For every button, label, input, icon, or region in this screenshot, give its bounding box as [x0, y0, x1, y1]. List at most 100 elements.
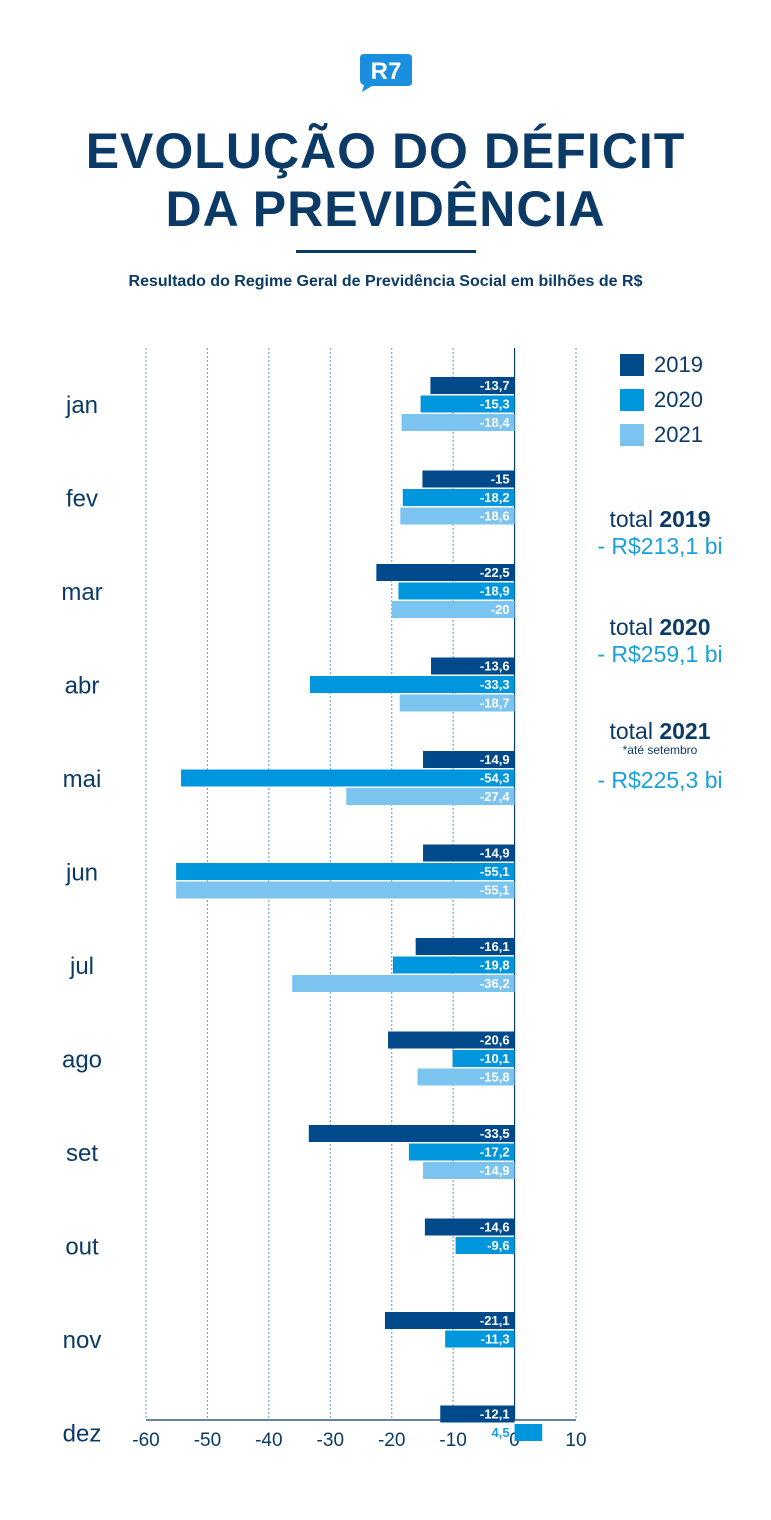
title-line-1: EVOLUÇÃO DO DÉFICIT — [85, 123, 686, 179]
total-2020: total 2020 - R$259,1 bi — [560, 614, 760, 668]
data-label: -18,6 — [480, 509, 510, 524]
bar-2020 — [392, 956, 515, 974]
bar-2019 — [423, 844, 515, 862]
bar-2020 — [402, 489, 515, 506]
data-label: -14,6 — [480, 1220, 510, 1235]
bar-2019 — [422, 470, 515, 488]
bar-2021 — [346, 788, 515, 805]
total-2021: total 2021 *até setembro - R$225,3 bi — [560, 718, 760, 794]
legend-item-2020: 2020 — [620, 387, 760, 413]
bar-2021 — [391, 601, 515, 618]
bar-2021 — [399, 694, 515, 712]
data-label: -55,1 — [480, 864, 510, 879]
r7-logo: R7 — [360, 54, 412, 92]
bar-2021 — [176, 881, 515, 899]
x-tick-label: -20 — [378, 1430, 405, 1451]
data-label: -55,1 — [480, 883, 510, 898]
data-label: -18,9 — [480, 584, 510, 599]
data-label: -27,4 — [480, 789, 510, 804]
bar-2019 — [388, 1031, 515, 1049]
total-value: - R$213,1 bi — [597, 533, 723, 559]
data-label: -33,3 — [480, 677, 510, 692]
data-label: -13,6 — [480, 659, 510, 674]
subtitle: Resultado do Regime Geral de Previdência… — [128, 273, 643, 290]
x-tick-label: -50 — [194, 1430, 221, 1451]
data-label: -15 — [491, 472, 510, 487]
total-label: total — [609, 718, 653, 744]
bar-2020 — [310, 676, 515, 693]
data-label: -17,2 — [480, 1145, 510, 1160]
data-label: -20,6 — [480, 1033, 510, 1048]
bar-2019 — [384, 1312, 515, 1329]
data-label: -19,8 — [480, 958, 510, 973]
bar-2019 — [431, 657, 515, 675]
legend-label-2021: 2021 — [654, 422, 703, 447]
x-tick-label: -30 — [317, 1430, 344, 1451]
legend-item-2021: 2021 — [620, 422, 760, 448]
x-tick-label: 10 — [565, 1430, 586, 1451]
total-year: 2020 — [659, 614, 711, 640]
data-label: -20 — [491, 602, 510, 617]
total-year: 2021 — [659, 718, 711, 744]
total-year: 2019 — [659, 506, 711, 532]
legend-item-2019: 2019 — [620, 352, 760, 378]
page-title: EVOLUÇÃO DO DÉFICIT DA PREVIDÊNCIA — [0, 122, 771, 238]
data-label: -36,2 — [480, 976, 510, 991]
bar-2019 — [430, 377, 515, 394]
bar-2021 — [292, 975, 515, 992]
legend-label-2019: 2019 — [654, 352, 703, 377]
category-label: fev — [66, 486, 98, 513]
category-label: out — [65, 1234, 99, 1261]
logo-text: R7 — [371, 58, 402, 85]
category-label: jul — [69, 953, 94, 980]
legend-swatch-2020 — [620, 389, 644, 411]
bar-2021 — [401, 414, 515, 431]
data-label: -15,3 — [480, 397, 510, 412]
bar-2020 — [452, 1050, 515, 1067]
x-tick-label: -40 — [255, 1430, 282, 1451]
data-label: -33,5 — [480, 1126, 510, 1141]
bar-2019 — [308, 1125, 515, 1142]
total-note: *até setembro — [622, 743, 698, 757]
bar-2020 — [408, 1143, 515, 1161]
bar-2020 — [445, 1330, 515, 1348]
data-label: -10,1 — [480, 1051, 510, 1066]
bar-2019 — [440, 1405, 515, 1423]
legend-label-2020: 2020 — [654, 387, 703, 412]
data-label: -16,1 — [480, 939, 510, 954]
bar-2021 — [417, 1068, 515, 1086]
category-label: mar — [61, 579, 102, 606]
bar-2020 — [398, 582, 515, 600]
data-label: -21,1 — [480, 1313, 510, 1328]
data-label: -15,8 — [480, 1070, 510, 1085]
total-label: total — [609, 614, 653, 640]
total-label: total — [609, 506, 653, 532]
category-label: mai — [63, 766, 102, 793]
category-label: jun — [65, 860, 98, 887]
title-divider — [296, 250, 476, 253]
data-label: -18,4 — [480, 415, 510, 430]
bar-2019 — [415, 938, 515, 955]
x-tick-label: -60 — [132, 1430, 159, 1451]
bar-2019 — [424, 1218, 515, 1236]
bar-2021 — [423, 1162, 515, 1179]
data-label: -18,2 — [480, 490, 510, 505]
data-label: -14,9 — [480, 1163, 510, 1178]
category-label: ago — [62, 1047, 102, 1074]
data-label: -11,3 — [481, 1332, 510, 1347]
data-label: -12,1 — [480, 1407, 510, 1422]
data-label: -54,3 — [480, 771, 510, 786]
x-tick-label: -10 — [439, 1430, 466, 1451]
category-label: nov — [63, 1327, 102, 1354]
title-line-2: DA PREVIDÊNCIA — [165, 181, 606, 237]
bar-2021 — [400, 507, 515, 525]
category-label: set — [66, 1140, 98, 1167]
bar-2020 — [514, 1424, 543, 1441]
data-label: 4,5 — [491, 1425, 509, 1440]
bar-2020 — [455, 1237, 515, 1254]
category-label: jan — [65, 392, 98, 419]
bar-2020 — [176, 863, 515, 880]
data-label: -14,9 — [480, 752, 510, 767]
legend-swatch-2021 — [620, 424, 644, 446]
